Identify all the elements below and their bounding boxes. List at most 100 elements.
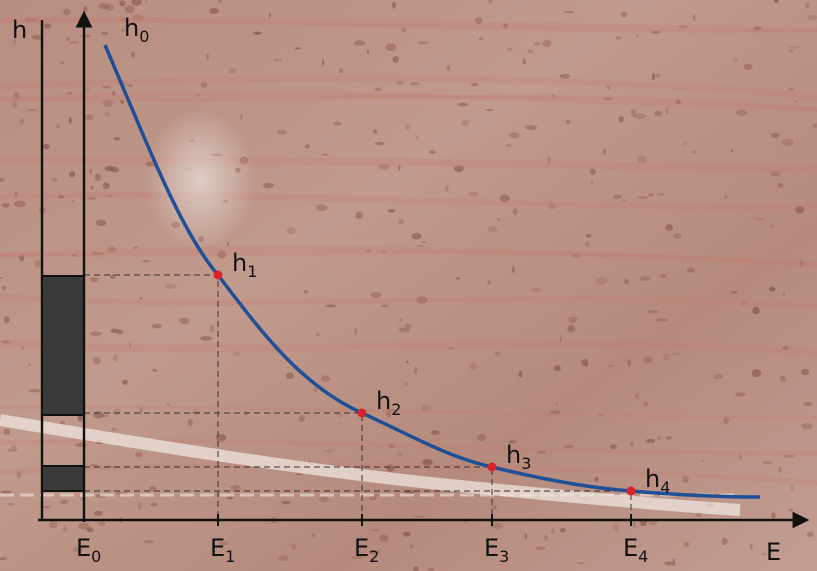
rock-pit <box>113 354 117 361</box>
rock-pit <box>321 154 329 156</box>
rock-pit <box>618 116 623 122</box>
rock-pit <box>585 242 590 246</box>
rock-pit <box>273 58 282 61</box>
rock-pit <box>406 361 408 364</box>
rock-pit <box>29 389 41 393</box>
rock-pit <box>231 485 241 491</box>
rock-pit <box>691 151 696 154</box>
rock-pit <box>122 380 128 385</box>
x-label-base: E <box>484 534 499 562</box>
rock-pit <box>638 156 647 164</box>
rock-pit <box>93 357 101 365</box>
rock-pit <box>375 492 378 497</box>
rock-pit <box>229 68 238 74</box>
rock-pit <box>11 446 17 452</box>
rock-pit <box>643 356 653 363</box>
energy-block <box>42 276 84 415</box>
rock-pit <box>325 450 335 452</box>
rock-pit <box>777 183 783 188</box>
rock-pit <box>0 490 11 493</box>
rock-pit <box>621 199 626 202</box>
rock-pit <box>656 319 668 322</box>
rock-pit <box>111 329 119 333</box>
rock-pit <box>477 434 486 441</box>
rock-pit <box>7 449 11 452</box>
rock-pit <box>527 50 534 53</box>
rock-pit <box>416 245 424 247</box>
rock-pit <box>684 542 690 547</box>
rock-pit <box>166 403 170 405</box>
curve-label-sub: 2 <box>391 400 401 419</box>
rock-pit <box>333 122 341 126</box>
diagram: h E h0h1h2h3h4E0E1E2E3E4 <box>0 0 817 571</box>
rock-pit <box>713 374 723 379</box>
rock-pit <box>102 86 112 89</box>
rock-pit <box>392 2 396 9</box>
rock-pit <box>111 428 116 430</box>
curve-point <box>214 271 223 280</box>
curve-label-base: h <box>645 465 660 493</box>
x-label-sub: 3 <box>499 547 509 566</box>
rock-pit <box>152 324 162 329</box>
rock-pit <box>414 516 426 518</box>
rock-pit <box>143 540 154 544</box>
rock-pit <box>762 461 772 465</box>
rock-pit <box>560 74 571 79</box>
rock-pit <box>165 283 176 289</box>
rock-pit <box>586 234 592 238</box>
rock-pit <box>512 266 515 273</box>
rock-pit <box>312 533 315 538</box>
curve-label-sub: 3 <box>521 454 531 473</box>
rock-pit <box>371 529 380 531</box>
rock-pit <box>631 109 636 117</box>
rock-pit <box>655 73 661 78</box>
rock-pit <box>316 204 327 211</box>
rock-pit <box>104 112 110 118</box>
curve-label-base: h <box>124 14 139 42</box>
rock-pit <box>724 195 728 198</box>
rock-pit <box>505 144 511 147</box>
rock-pit <box>591 180 593 185</box>
rock-pit <box>69 41 79 43</box>
rock-pit <box>488 226 498 232</box>
rock-pit <box>513 208 518 216</box>
rock-pit <box>94 511 103 516</box>
rock-pit <box>795 100 798 102</box>
rock-pit <box>354 328 357 334</box>
rock-pit <box>663 353 670 360</box>
x-axis-label: E <box>766 538 781 566</box>
rock-pit <box>801 369 809 375</box>
rock-pit <box>665 224 673 231</box>
rock-pit <box>399 318 402 321</box>
rock-pit <box>287 227 296 234</box>
rock-pit <box>150 503 158 507</box>
rock-pit <box>563 11 574 13</box>
rock-pit <box>90 277 99 282</box>
rock-pit <box>240 114 242 120</box>
rock-pit <box>621 12 627 17</box>
rock-pit <box>385 43 396 51</box>
rock-pit <box>607 365 615 367</box>
rock-pit <box>613 195 621 199</box>
rock-pit <box>731 291 738 293</box>
rock-pit <box>379 535 388 543</box>
rock-pit <box>479 37 484 40</box>
rock-pit <box>89 169 92 175</box>
rock-pit <box>518 371 522 378</box>
curve-label-sub: 4 <box>660 478 670 497</box>
rock-pit <box>72 200 75 203</box>
rock-pit <box>418 41 429 44</box>
rock-pit <box>493 505 497 509</box>
rock-pit <box>640 276 651 281</box>
rock-pit <box>281 501 290 505</box>
rock-pit <box>701 460 704 462</box>
rock-pit <box>807 15 817 20</box>
rock-pit <box>568 316 577 323</box>
rock-pit <box>56 124 60 129</box>
rock-pit <box>732 58 738 61</box>
rock-pit <box>1 286 6 290</box>
rock-pit <box>603 148 606 155</box>
rock-pit <box>778 467 781 473</box>
rock-pit <box>354 40 366 45</box>
rock-pit <box>461 120 469 126</box>
